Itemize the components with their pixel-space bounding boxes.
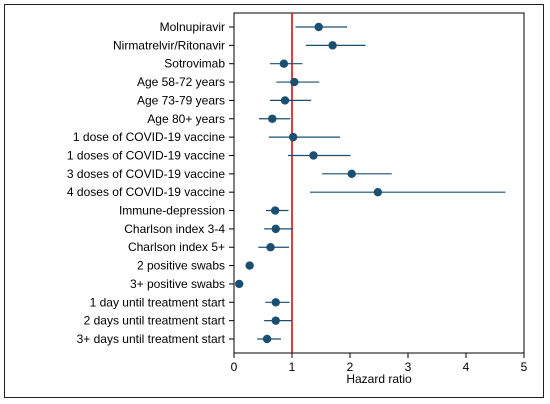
category-label: 3 doses of COVID-19 vaccine [67, 167, 225, 181]
category-labels: Molnupiravir Nirmatrelvir/Ritonavir Sotrov… [67, 20, 226, 346]
category-label: Age 73-79 years [137, 93, 225, 107]
estimate-point [290, 77, 299, 87]
x-tick-label: 3 [405, 360, 412, 374]
estimate-point [271, 224, 280, 234]
estimate-point [270, 206, 280, 215]
estimate-point [328, 41, 337, 50]
category-label: 1 dose of COVID-19 vaccine [73, 130, 225, 144]
x-tick-label: 2 [347, 360, 354, 374]
category-label: 3+ positive swabs [130, 277, 225, 291]
estimate-point [268, 114, 277, 123]
estimate-point [271, 316, 280, 325]
estimate-point [280, 96, 290, 105]
estimate-point [245, 261, 254, 270]
category-label: Nirmatrelvir/Ritonavir [113, 38, 225, 52]
plot-area-border [233, 12, 525, 354]
estimate-point [279, 59, 289, 68]
x-tick-label: 1 [289, 360, 296, 374]
category-label: Age 80+ years [147, 112, 225, 126]
axes [229, 12, 525, 358]
category-label: 3+ days until treatment start [77, 332, 226, 346]
x-tick-label: 5 [521, 360, 528, 374]
category-label: Immune-depression [119, 204, 225, 218]
estimate-point [347, 169, 356, 179]
category-label: 4 doses of COVID-19 vaccine [67, 185, 225, 199]
estimate-point [373, 187, 383, 197]
x-tick-label: 4 [463, 360, 470, 374]
estimate-marks [235, 22, 506, 344]
category-label: Molnupiravir [160, 20, 225, 34]
estimate-point [271, 298, 280, 307]
category-label: 1 doses of COVID-19 vaccine [67, 148, 225, 162]
chart-frame: Molnupiravir Nirmatrelvir/Ritonavir Sotrov… [4, 4, 544, 398]
category-label: 2 days until treatment start [84, 314, 226, 328]
x-tick-label: 0 [231, 360, 238, 374]
estimate-point [309, 151, 318, 160]
x-tick-labels: 0 1 2 3 4 5 [231, 360, 528, 374]
category-label: Charlson index 3-4 [124, 222, 225, 236]
category-label: 1 day until treatment start [90, 295, 226, 309]
category-label: 2 positive swabs [137, 259, 225, 273]
estimate-point [262, 334, 272, 344]
category-label: Sotrovimab [164, 57, 225, 71]
estimate-point [288, 132, 298, 142]
category-label: Charlson index 5+ [128, 240, 225, 254]
estimate-point [266, 243, 275, 252]
forest-plot: Molnupiravir Nirmatrelvir/Ritonavir Sotrov… [67, 12, 528, 386]
estimate-point [235, 279, 244, 289]
x-axis-title: Hazard ratio [346, 372, 412, 386]
category-label: Age 58-72 years [137, 75, 225, 89]
estimate-point [314, 22, 323, 32]
